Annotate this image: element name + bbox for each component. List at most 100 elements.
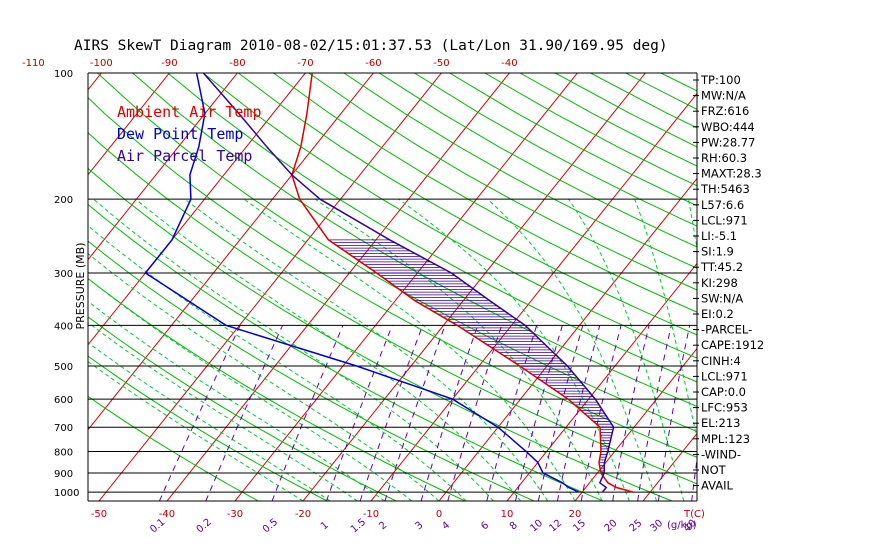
dry-adiabat-line <box>273 73 697 313</box>
moist-adiabat-line <box>88 252 440 501</box>
mixing-ratio-tick: 2 <box>377 520 389 533</box>
dry-adiabat-line <box>88 395 259 501</box>
dry-adiabat-line <box>343 73 697 269</box>
moist-adiabat-line <box>93 198 494 501</box>
top-temperature-tick: -110 <box>22 58 45 69</box>
pressure-tick-label: 100 <box>54 69 73 80</box>
y-axis-label: PRESSURE (MB) <box>74 243 87 330</box>
sounding-curves <box>144 73 634 493</box>
mixing-ratio-line <box>486 325 538 501</box>
dry-adiabat-line <box>660 73 697 92</box>
index-value: LCL:971 <box>701 213 748 227</box>
mixing-ratio-line <box>657 325 691 501</box>
index-value: EL:213 <box>701 416 741 430</box>
legend-item: Air Parcel Temp <box>117 147 252 165</box>
moist-adiabat-line <box>88 321 358 501</box>
bottom-temperature-tick: 0 <box>436 509 442 520</box>
top-temperature-tick: -80 <box>229 58 245 69</box>
mixing-ratio-line <box>384 325 446 501</box>
index-value: LFC:953 <box>701 401 748 415</box>
isotherm-line <box>88 73 170 176</box>
mixing-ratio-tick: 4 <box>440 520 452 533</box>
index-value: TH:5463 <box>700 182 750 196</box>
isotherm-line <box>438 177 697 501</box>
pressure-tick-label: 200 <box>54 195 73 206</box>
bottom-temperature-tick: 10 <box>501 509 514 520</box>
pressure-tick-label: 300 <box>54 269 73 280</box>
mixing-ratio-tick: 0.2 <box>195 517 214 536</box>
mixing-ratio-line <box>556 325 601 501</box>
isotherm-line <box>847 73 870 501</box>
mixing-ratio-tick: 1 <box>319 520 331 533</box>
mixing-ratio-tick: 25 <box>628 518 645 535</box>
top-temperature-tick: -90 <box>161 58 177 69</box>
moist-adiabat-line <box>88 341 331 501</box>
mixing-ratio-tick: 12 <box>547 518 564 535</box>
moist-adiabat-line <box>398 198 630 501</box>
isotherm-line <box>98 73 442 501</box>
index-value: TT:45.2 <box>700 260 743 274</box>
index-value: MW:N/A <box>701 89 746 103</box>
mixing-ratio-line <box>580 325 622 501</box>
pressure-tick-label: 600 <box>54 395 73 406</box>
dry-adiabat-line <box>237 73 697 336</box>
mixing-ratio-tick: 15 <box>571 518 588 535</box>
index-value: SI:1.9 <box>701 245 734 259</box>
index-value: -PARCEL- <box>701 323 752 337</box>
top-temperature-tick: -100 <box>90 58 113 69</box>
dry-adiabat-line <box>767 73 870 501</box>
moist-adiabat-line <box>314 198 603 501</box>
legend-item: Ambient Air Temp <box>117 103 262 121</box>
mixing-ratio-tick: 6 <box>479 520 491 533</box>
isotherm-line <box>779 73 870 501</box>
pressure-tick-label: 500 <box>54 362 73 373</box>
series-line <box>144 73 580 493</box>
index-value: LCL:971 <box>701 369 748 383</box>
dry-adiabat-line <box>88 97 697 458</box>
index-value: CAP:0.0 <box>701 385 746 399</box>
bottom-temperature-tick: -20 <box>295 509 311 520</box>
bottom-temperature-tick: -30 <box>227 509 243 520</box>
dry-adiabat-line <box>308 73 697 291</box>
pressure-tick-label: 900 <box>54 469 73 480</box>
index-value: FRZ:616 <box>701 104 749 118</box>
axes <box>87 73 698 502</box>
index-value: L57:6.6 <box>701 198 744 212</box>
index-value: LI:-5.1 <box>701 229 737 243</box>
legend: Ambient Air Temp Dew Point Temp Air Parcel… <box>117 103 262 165</box>
mixing-ratio-tick: 8 <box>508 520 520 533</box>
dry-adiabat-line <box>449 73 697 207</box>
mixing-ratio-tick: 30 <box>648 518 665 535</box>
index-value: EI:0.2 <box>701 307 734 321</box>
isotherm-line <box>302 73 646 501</box>
dry-adiabat-line <box>88 277 466 501</box>
pressure-tick-label: 400 <box>54 321 73 332</box>
moist-adiabat-line <box>88 360 304 501</box>
isotherm-line <box>88 73 238 261</box>
top-temperature-tick: -60 <box>365 58 381 69</box>
legend-item: Dew Point Temp <box>117 125 243 143</box>
mixing-ratio-line <box>205 325 284 501</box>
top-temperature-tick: -70 <box>297 58 313 69</box>
isotherm-line <box>88 73 306 346</box>
mixing-ratio-tick: 20 <box>603 518 620 535</box>
index-value: NOT <box>701 463 727 477</box>
top-temperature-tick: -40 <box>501 58 517 69</box>
index-value: MAXT:28.3 <box>701 167 762 181</box>
index-value: WBO:444 <box>701 120 755 134</box>
dry-adiabat-line <box>97 73 697 433</box>
dry-adiabat-line <box>88 240 535 501</box>
index-value: TP:100 <box>700 73 741 87</box>
bottom-temperature-tick: -50 <box>91 509 107 520</box>
dry-adiabat-line <box>88 132 697 485</box>
mixing-ratio-line <box>447 325 503 501</box>
dry-adiabat-line <box>88 203 604 501</box>
cape-shading <box>328 239 614 475</box>
mixing-ratio-unit: (g/kg) <box>667 520 697 531</box>
mixing-ratio-line <box>515 325 563 501</box>
moist-adiabat-line <box>135 198 521 501</box>
isotherm-line <box>0 73 33 501</box>
dry-adiabat-line <box>88 316 397 501</box>
mixing-ratio-tick: 3 <box>414 520 426 533</box>
